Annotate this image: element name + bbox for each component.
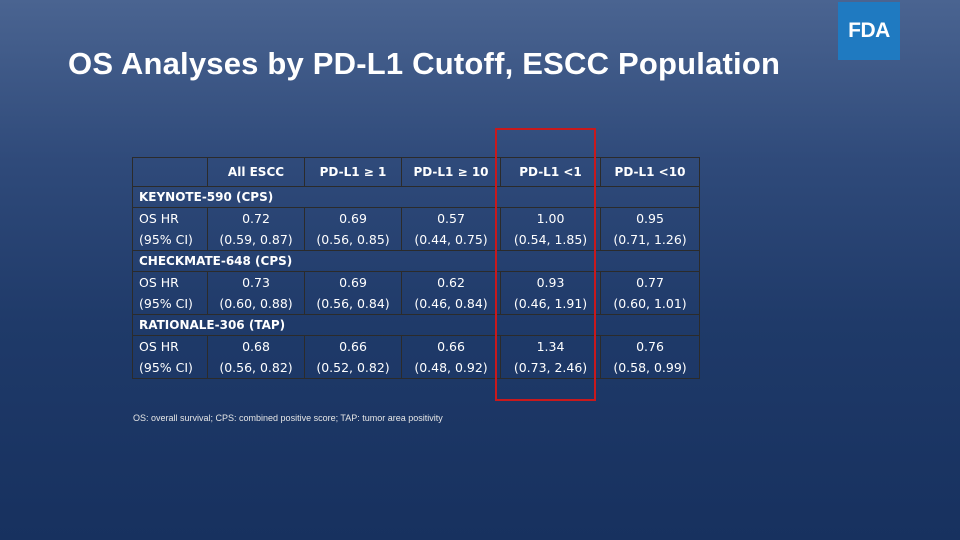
group-header-checkmate648: CHECKMATE-648 (CPS): [132, 250, 700, 272]
table-cell: 0.66: [304, 335, 402, 356]
table-cell: (0.56, 0.82): [207, 356, 305, 379]
header-pdl1-ge1: PD-L1 ≥ 1: [304, 157, 402, 187]
table-cell: 1.00: [500, 207, 601, 228]
table-cell: (0.60, 0.88): [207, 292, 305, 315]
header-row: All ESCC PD-L1 ≥ 1 PD-L1 ≥ 10 PD-L1 <1 P…: [132, 157, 700, 187]
table-row: OS HR 0.68 0.66 0.66 1.34 0.76: [132, 335, 700, 356]
fda-logo: FDA: [838, 2, 900, 60]
header-pdl1-lt10: PD-L1 <10: [600, 157, 700, 187]
table-cell: (0.56, 0.84): [304, 292, 402, 315]
table-cell: (0.73, 2.46): [500, 356, 601, 379]
header-pdl1-ge10: PD-L1 ≥ 10: [401, 157, 501, 187]
os-hr-table: All ESCC PD-L1 ≥ 1 PD-L1 ≥ 10 PD-L1 <1 P…: [132, 157, 700, 379]
row-label: OS HR: [132, 335, 208, 356]
row-label: (95% CI): [132, 228, 208, 251]
table-cell: (0.60, 1.01): [600, 292, 700, 315]
footnote: OS: overall survival; CPS: combined posi…: [133, 413, 443, 423]
table-cell: 0.69: [304, 271, 402, 292]
row-label: OS HR: [132, 207, 208, 228]
table-cell: 0.68: [207, 335, 305, 356]
table-cell: 0.66: [401, 335, 501, 356]
table-cell: 0.76: [600, 335, 700, 356]
row-label: (95% CI): [132, 356, 208, 379]
table-cell: (0.52, 0.82): [304, 356, 402, 379]
table-row: OS HR 0.72 0.69 0.57 1.00 0.95: [132, 207, 700, 228]
row-label: (95% CI): [132, 292, 208, 315]
table-row: (95% CI) (0.60, 0.88) (0.56, 0.84) (0.46…: [132, 292, 700, 315]
table-cell: (0.71, 1.26): [600, 228, 700, 251]
header-all-escc: All ESCC: [207, 157, 305, 187]
table-cell: (0.46, 1.91): [500, 292, 601, 315]
group-header-keynote590: KEYNOTE-590 (CPS): [132, 186, 700, 208]
table-row: (95% CI) (0.56, 0.82) (0.52, 0.82) (0.48…: [132, 356, 700, 379]
table-cell: 1.34: [500, 335, 601, 356]
table-cell: 0.69: [304, 207, 402, 228]
table-row: (95% CI) (0.59, 0.87) (0.56, 0.85) (0.44…: [132, 228, 700, 251]
table-cell: 0.57: [401, 207, 501, 228]
row-label: OS HR: [132, 271, 208, 292]
slide-title: OS Analyses by PD-L1 Cutoff, ESCC Popula…: [68, 46, 781, 81]
table-row: OS HR 0.73 0.69 0.62 0.93 0.77: [132, 271, 700, 292]
header-cell-empty: [132, 157, 208, 187]
table-cell: (0.58, 0.99): [600, 356, 700, 379]
table-cell: (0.59, 0.87): [207, 228, 305, 251]
header-pdl1-lt1: PD-L1 <1: [500, 157, 601, 187]
table-cell: 0.77: [600, 271, 700, 292]
table-cell: (0.56, 0.85): [304, 228, 402, 251]
table-cell: 0.72: [207, 207, 305, 228]
table-cell: 0.95: [600, 207, 700, 228]
table-cell: (0.44, 0.75): [401, 228, 501, 251]
table-cell: (0.46, 0.84): [401, 292, 501, 315]
table-cell: (0.54, 1.85): [500, 228, 601, 251]
group-header-rationale306: RATIONALE-306 (TAP): [132, 314, 700, 336]
table-cell: (0.48, 0.92): [401, 356, 501, 379]
table-cell: 0.62: [401, 271, 501, 292]
table-cell: 0.73: [207, 271, 305, 292]
table-cell: 0.93: [500, 271, 601, 292]
